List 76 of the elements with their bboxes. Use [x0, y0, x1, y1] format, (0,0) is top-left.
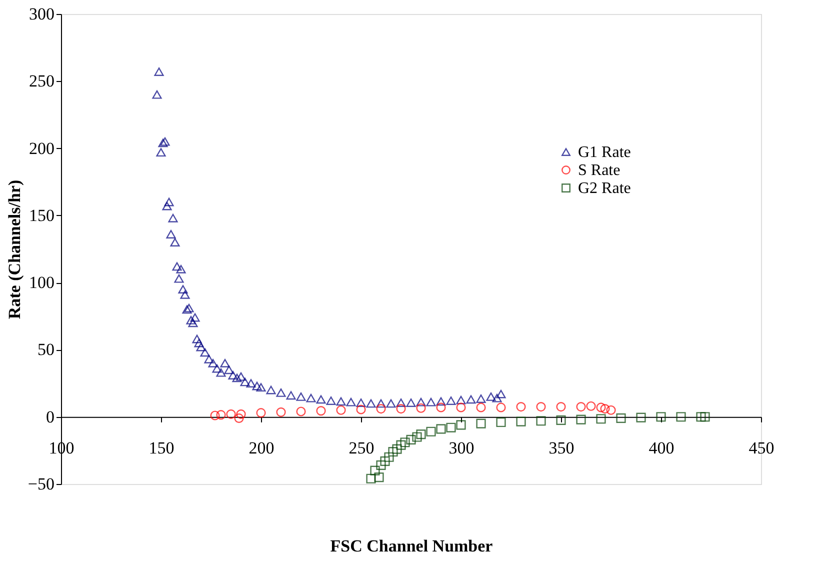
- point: [700, 412, 710, 422]
- x-tick-label: 400: [648, 438, 674, 458]
- point: [384, 452, 394, 462]
- point: [296, 406, 306, 416]
- y-tick-label: 200: [29, 138, 54, 158]
- point: [416, 403, 426, 413]
- point: [210, 410, 220, 420]
- y-tick-label: 50: [38, 340, 54, 360]
- point: [516, 416, 526, 426]
- point: [336, 405, 346, 415]
- point: [556, 415, 566, 425]
- x-tick-label: 250: [348, 438, 374, 458]
- y-tick-label: −50: [28, 474, 54, 494]
- point: [380, 456, 390, 466]
- point: [456, 420, 466, 430]
- point: [496, 417, 506, 428]
- point: [416, 430, 426, 440]
- point: [536, 416, 546, 426]
- point: [388, 446, 398, 457]
- point: [446, 422, 456, 432]
- point: [536, 402, 546, 412]
- point: [596, 414, 606, 424]
- y-tick-label: 100: [29, 273, 54, 292]
- legend-label: G1 Rate: [578, 144, 631, 161]
- y-tick-label: 250: [29, 72, 54, 91]
- point: [216, 410, 226, 420]
- point: [256, 408, 266, 418]
- point: [370, 466, 380, 476]
- point: [616, 413, 626, 423]
- point: [606, 405, 616, 415]
- point: [396, 404, 406, 414]
- point: [676, 412, 686, 422]
- point: [436, 424, 446, 434]
- legend-label: S Rate: [578, 162, 620, 179]
- y-tick-label: 0: [46, 407, 54, 426]
- point: [586, 401, 596, 411]
- point: [316, 406, 326, 416]
- point: [406, 434, 416, 444]
- x-tick-label: 350: [548, 438, 574, 458]
- legend-label: G2 Rate: [578, 180, 631, 197]
- point: [376, 460, 386, 470]
- point: [556, 402, 566, 412]
- y-tick-label: 150: [29, 206, 54, 225]
- x-axis-title: FSC Channel Number: [330, 536, 494, 556]
- point: [576, 402, 586, 412]
- point: [366, 474, 376, 484]
- point: [576, 414, 586, 424]
- point: [656, 412, 666, 422]
- point: [236, 409, 246, 419]
- point: [226, 409, 236, 419]
- point: [392, 444, 402, 454]
- x-tick-label: 300: [448, 438, 474, 458]
- point: [276, 407, 286, 417]
- point: [596, 402, 606, 412]
- point: [374, 472, 384, 482]
- point: [476, 418, 486, 428]
- point: [436, 402, 446, 412]
- point: [456, 402, 466, 412]
- point: [696, 412, 706, 422]
- point: [234, 413, 244, 423]
- point: [396, 440, 406, 450]
- x-tick-label: 450: [748, 438, 774, 458]
- point: [496, 402, 506, 412]
- point: [476, 402, 486, 412]
- point: [400, 438, 410, 448]
- y-axis-title: Rate (Channels/hr): [4, 180, 24, 320]
- point: [376, 404, 386, 414]
- point: [426, 426, 436, 436]
- point: [516, 402, 526, 412]
- x-tick-label: 200: [248, 438, 274, 458]
- point: [412, 432, 422, 442]
- point: [356, 404, 366, 414]
- x-tick-label: 150: [148, 438, 174, 458]
- point: [636, 412, 646, 422]
- y-tick-label: 300: [29, 4, 54, 24]
- point: [600, 404, 610, 414]
